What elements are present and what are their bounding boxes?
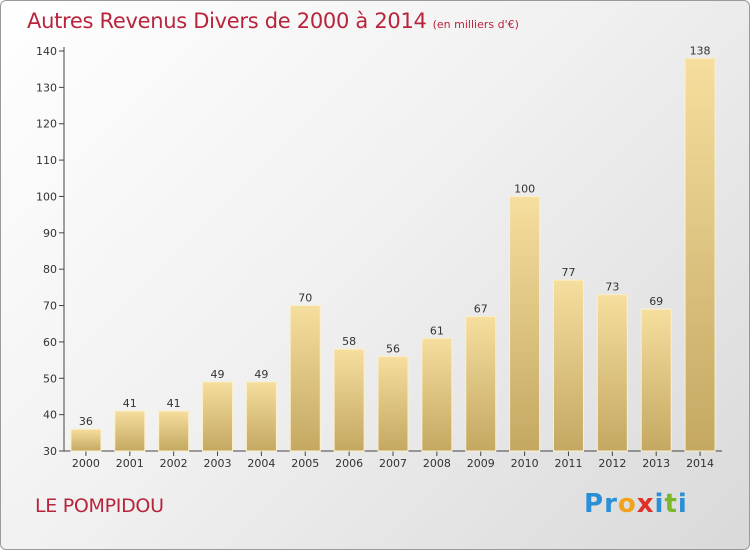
bar bbox=[465, 315, 497, 452]
chart-unit: (en milliers d'€) bbox=[432, 18, 519, 31]
bar-value-label: 100 bbox=[514, 182, 535, 195]
bar-value-label: 138 bbox=[690, 44, 711, 57]
logo-letter: o bbox=[617, 489, 637, 519]
bar-value-label: 70 bbox=[298, 292, 312, 305]
bar bbox=[333, 348, 365, 452]
chart-title-text: Autres Revenus Divers de 2000 à 2014 bbox=[27, 9, 427, 33]
x-tick-label: 2006 bbox=[335, 457, 363, 470]
y-tick-label: 110 bbox=[36, 154, 57, 167]
x-tick-label: 2003 bbox=[204, 457, 232, 470]
logo-letter: i bbox=[654, 489, 665, 519]
bar-value-label: 77 bbox=[561, 266, 575, 279]
bar bbox=[640, 308, 672, 452]
chart-axes: 30 40 50 60 70 80 90 100 110 120 130 140 2000 2001 200… bbox=[36, 45, 722, 470]
bar-value-label: 56 bbox=[386, 342, 400, 355]
y-tick-label: 50 bbox=[43, 372, 57, 385]
bar bbox=[289, 305, 321, 452]
bar-value-label: 73 bbox=[605, 281, 619, 294]
x-tick-label: 2005 bbox=[291, 457, 319, 470]
bar-value-label: 49 bbox=[254, 368, 268, 381]
y-tick-label: 40 bbox=[43, 409, 57, 422]
bar-value-label: 49 bbox=[211, 368, 225, 381]
bar-value-label: 36 bbox=[79, 415, 93, 428]
y-tick-label: 120 bbox=[36, 118, 57, 131]
bar bbox=[596, 294, 628, 452]
x-tick-label: 2011 bbox=[554, 457, 582, 470]
y-tick-label: 140 bbox=[36, 45, 57, 58]
logo-letter: r bbox=[604, 489, 618, 519]
y-tick-label: 80 bbox=[43, 263, 57, 276]
bar-value-label: 41 bbox=[167, 397, 181, 410]
x-tick-label: 2012 bbox=[598, 457, 626, 470]
bar bbox=[158, 410, 190, 452]
x-tick-label: 2002 bbox=[160, 457, 188, 470]
bar-value-label: 67 bbox=[474, 302, 488, 315]
bar bbox=[421, 337, 453, 452]
logo-letter: i bbox=[677, 489, 688, 519]
y-tick-label: 100 bbox=[36, 190, 57, 203]
y-tick-label: 30 bbox=[43, 445, 57, 458]
y-tick-label: 60 bbox=[43, 336, 57, 349]
x-tick-label: 2014 bbox=[686, 457, 714, 470]
bar bbox=[245, 381, 277, 452]
chart-bars: 36 41 41 49 49 70 58 56 61 67 100 77 73 69 138 bbox=[70, 44, 716, 452]
commune-name: LE POMPIDOU bbox=[35, 495, 164, 517]
x-tick-label: 2009 bbox=[467, 457, 495, 470]
y-tick-label: 130 bbox=[36, 81, 57, 94]
bar-value-label: 58 bbox=[342, 335, 356, 348]
logo-letter: P bbox=[584, 489, 605, 519]
x-tick-label: 2007 bbox=[379, 457, 407, 470]
bar bbox=[70, 428, 102, 452]
x-tick-label: 2013 bbox=[642, 457, 670, 470]
bar-value-label: 69 bbox=[649, 295, 663, 308]
bar bbox=[552, 279, 584, 452]
x-tick-label: 2001 bbox=[116, 457, 144, 470]
y-tick-label: 90 bbox=[43, 227, 57, 240]
logo-letter: t bbox=[664, 489, 678, 519]
y-tick-label: 70 bbox=[43, 300, 57, 313]
x-tick-label: 2008 bbox=[423, 457, 451, 470]
bar bbox=[202, 381, 234, 452]
x-tick-label: 2010 bbox=[511, 457, 539, 470]
proxiti-logo: Proxiti bbox=[584, 489, 688, 519]
bar-value-label: 61 bbox=[430, 324, 444, 337]
x-tick-label: 2004 bbox=[247, 457, 275, 470]
bar bbox=[114, 410, 146, 452]
x-tick-label: 2000 bbox=[72, 457, 100, 470]
chart-title: Autres Revenus Divers de 2000 à 2014 (en … bbox=[27, 9, 519, 33]
bar-value-label: 41 bbox=[123, 397, 137, 410]
bar bbox=[377, 355, 409, 452]
bar bbox=[684, 57, 716, 452]
logo-letter: x bbox=[636, 489, 655, 519]
bar bbox=[509, 195, 541, 452]
